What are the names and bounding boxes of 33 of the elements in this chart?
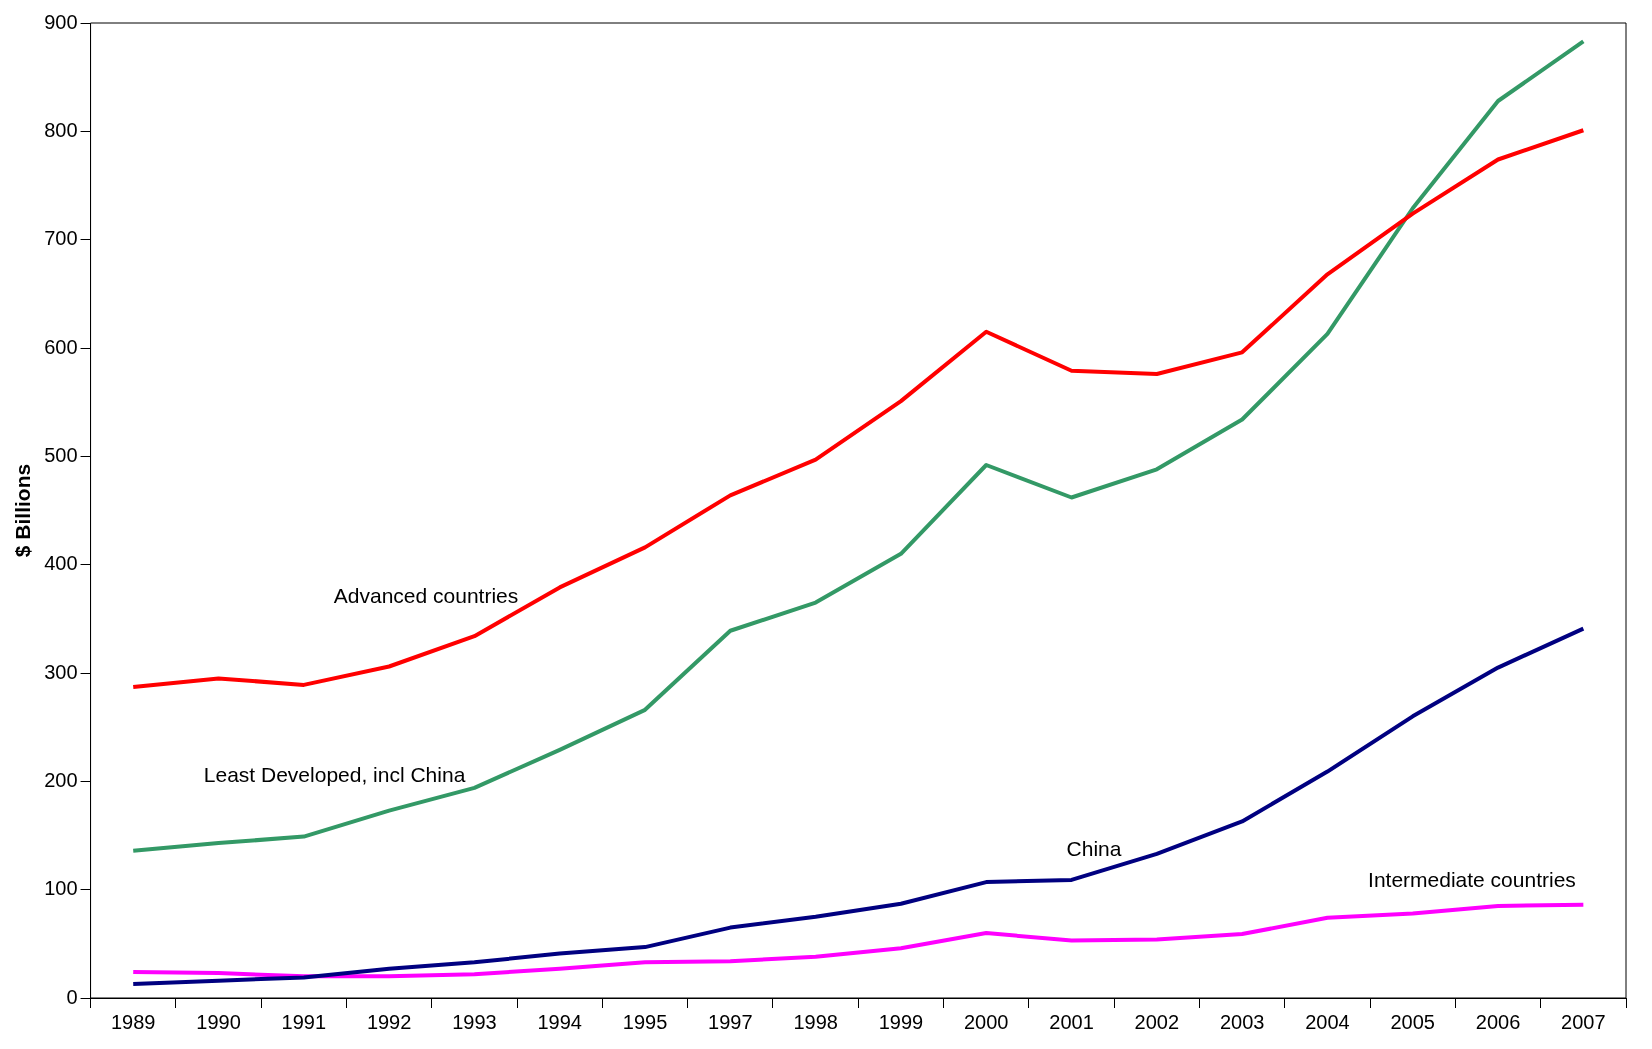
x-tick-label: 2003: [1219, 1010, 1265, 1033]
x-tick-label: 2006: [1475, 1010, 1521, 1033]
y-tick-label: 600: [44, 335, 78, 358]
series-label: Advanced countries: [333, 583, 519, 607]
x-tick-label: 2001: [1049, 1010, 1094, 1033]
x-tick-label: 1995: [622, 1010, 668, 1033]
x-tick-label: 2000: [963, 1010, 1009, 1033]
y-axis-title: $ Billions: [11, 463, 35, 558]
x-tick-label: 1999: [878, 1010, 924, 1033]
x-tick-label: 1998: [793, 1010, 838, 1033]
y-tick-label: 200: [44, 768, 78, 791]
y-tick-label: 0: [66, 985, 78, 1008]
x-tick-label: 1991: [281, 1010, 327, 1033]
y-tick-label: 100: [44, 877, 78, 900]
y-tick-label: 700: [44, 227, 78, 250]
series-label: China: [1066, 836, 1122, 860]
y-tick-label: 500: [44, 443, 78, 466]
series-label: Intermediate countries: [1368, 867, 1576, 891]
x-tick-label: 2004: [1305, 1010, 1350, 1033]
x-tick-label: 2002: [1134, 1010, 1180, 1033]
x-tick-label: 1990: [196, 1010, 241, 1033]
y-tick-label: 300: [44, 660, 78, 683]
x-tick-label: 2005: [1390, 1010, 1435, 1033]
y-tick-label: 400: [44, 552, 78, 575]
x-tick-label: 2007: [1561, 1010, 1606, 1033]
x-tick-label: 1994: [537, 1010, 582, 1033]
series-label: Least Developed, incl China: [203, 763, 466, 787]
x-tick-label: 1989: [110, 1010, 156, 1033]
x-tick-label: 1993: [452, 1010, 497, 1033]
y-tick-label: 900: [44, 10, 78, 33]
x-tick-label: 1992: [366, 1010, 412, 1033]
x-tick-label: 1997: [708, 1010, 753, 1033]
y-tick-label: 800: [44, 118, 78, 141]
